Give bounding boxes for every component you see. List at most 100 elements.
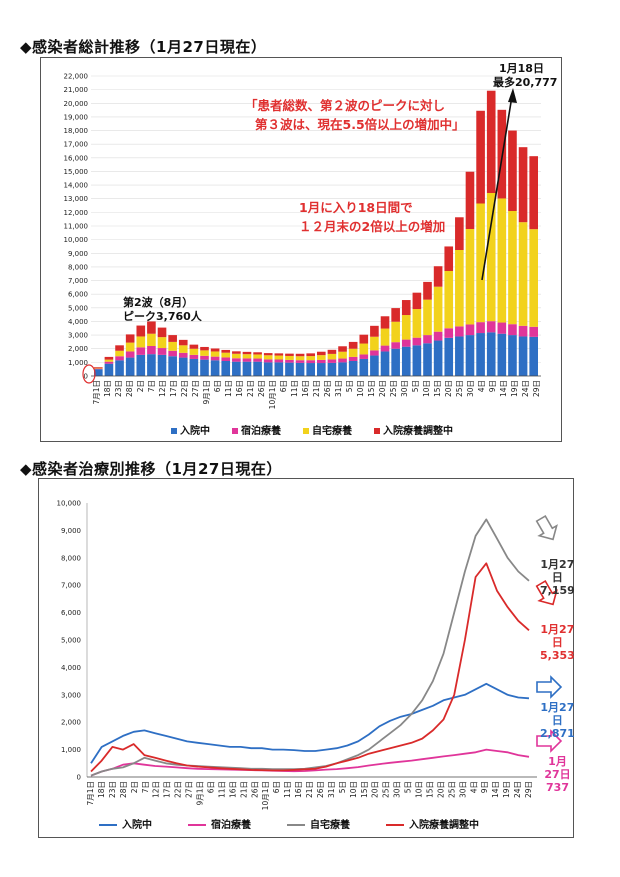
bar-home bbox=[401, 315, 411, 340]
bar-hosp bbox=[518, 336, 528, 376]
bar-hotel bbox=[370, 350, 379, 356]
bar-adjust bbox=[210, 348, 220, 352]
bar-hosp bbox=[401, 346, 411, 376]
x-tick-label: 25日 bbox=[389, 380, 398, 397]
chart1-panel: 0 1,000 2,000 3,000 4,000 5,000 6,000 7,000 8,00… bbox=[40, 57, 562, 442]
bar-home bbox=[391, 321, 400, 343]
bar-home bbox=[423, 299, 432, 336]
bar-hosp bbox=[168, 356, 177, 376]
y-tick-label: 15,000 bbox=[64, 168, 89, 176]
bar-adjust bbox=[359, 334, 369, 344]
bar-hosp bbox=[232, 361, 241, 376]
bar-hotel bbox=[486, 321, 496, 333]
x-tick-label: 22日 bbox=[174, 781, 183, 798]
bar-adjust bbox=[232, 351, 241, 354]
bar-home bbox=[189, 348, 199, 355]
bar-hotel bbox=[455, 326, 464, 337]
bar-home bbox=[274, 355, 284, 360]
bar-hotel bbox=[359, 354, 369, 359]
x-tick-label: 5日 bbox=[404, 781, 413, 793]
bar-hosp bbox=[455, 336, 464, 376]
x-tick-label: 9月1日 bbox=[196, 781, 205, 806]
arrow-adjust bbox=[535, 580, 558, 606]
bar-hotel bbox=[401, 339, 411, 347]
bar-hosp bbox=[508, 335, 517, 376]
bar-hotel bbox=[412, 337, 422, 346]
bar-home bbox=[178, 345, 188, 353]
legend-home: 自宅療養 bbox=[303, 422, 352, 437]
x-tick-label: 11日 bbox=[217, 781, 226, 798]
bar-home bbox=[200, 350, 209, 356]
bar-hotel bbox=[125, 351, 135, 358]
x-tick-label: 26日 bbox=[323, 380, 332, 397]
red-note-2-line2: １２月末の2倍以上の増加 bbox=[299, 219, 446, 234]
x-tick-label: 9月1日 bbox=[202, 380, 211, 405]
bar-hotel bbox=[465, 324, 475, 336]
x-tick-label: 30日 bbox=[466, 380, 475, 397]
bar-hotel bbox=[115, 356, 124, 361]
x-tick-label: 29日 bbox=[532, 380, 541, 397]
bar-home bbox=[210, 351, 220, 357]
y-tick-label: 0 bbox=[84, 373, 88, 381]
y-tick-label: 18,000 bbox=[64, 127, 89, 135]
bar-home bbox=[370, 336, 379, 351]
x-tick-label: 27日 bbox=[191, 380, 200, 397]
x-tick-label: 12日 bbox=[152, 781, 161, 798]
red-note-2-line1: 1月に入り18日間で bbox=[299, 200, 413, 215]
y-tick-label: 11,000 bbox=[64, 223, 89, 231]
end-label-hotel-value: 737 bbox=[546, 781, 569, 794]
bar-hotel bbox=[253, 358, 262, 362]
x-tick-label: 11日 bbox=[290, 380, 299, 397]
bar-hotel bbox=[338, 358, 347, 363]
bar-hosp bbox=[412, 345, 422, 376]
bar-hotel bbox=[348, 356, 358, 361]
bar-hotel bbox=[285, 359, 294, 363]
bar-adjust bbox=[455, 217, 464, 250]
bar-hosp bbox=[327, 362, 337, 376]
bar-hosp bbox=[317, 363, 326, 376]
red-note-1: 「患者総数、第２波のピークに対し 第３波は、現在5.5倍以上の増加中」 bbox=[245, 96, 465, 134]
legend-hotel: 宿泊療養 bbox=[232, 422, 281, 437]
x-tick-label: 2日 bbox=[130, 781, 139, 793]
end-label-hosp-value: 2,871 bbox=[540, 727, 575, 740]
x-tick-label: 26日 bbox=[257, 380, 266, 397]
bar-home bbox=[263, 355, 273, 360]
bar-home bbox=[359, 343, 369, 355]
bar-adjust bbox=[391, 308, 400, 322]
bar-hotel bbox=[200, 355, 209, 360]
bar-hosp bbox=[391, 348, 400, 376]
chart2-plot: 0 1,000 2,000 3,000 4,000 5,000 6,000 7,000 8,00… bbox=[57, 500, 563, 810]
bar-adjust bbox=[242, 351, 252, 355]
bar-home bbox=[104, 359, 114, 362]
bar-hotel bbox=[423, 335, 432, 344]
y-tick-label: 7,000 bbox=[61, 582, 81, 590]
bar-hotel bbox=[210, 356, 220, 361]
bar-adjust bbox=[476, 110, 485, 204]
bar-hosp bbox=[444, 337, 454, 376]
y-tick-label: 10,000 bbox=[57, 500, 82, 508]
arrow-home bbox=[535, 515, 558, 541]
end-label-hosp: 1月27日 2,871 bbox=[540, 701, 575, 740]
bar-home bbox=[115, 350, 124, 357]
x-tick-label: 26日 bbox=[316, 781, 325, 798]
bar-adjust bbox=[221, 349, 231, 353]
y-tick-label: 12,000 bbox=[64, 209, 89, 217]
x-tick-label: 21日 bbox=[305, 781, 314, 798]
bar-home bbox=[232, 353, 241, 359]
bar-hosp bbox=[157, 354, 167, 376]
bar-home bbox=[157, 337, 167, 349]
x-tick-label: 9日 bbox=[480, 781, 489, 793]
bar-hotel bbox=[94, 368, 103, 370]
bar-home bbox=[295, 356, 305, 361]
x-tick-label: 14日 bbox=[499, 380, 508, 397]
bar-hosp bbox=[136, 354, 146, 376]
x-tick-label: 20日 bbox=[378, 380, 387, 397]
x-tick-label: 31日 bbox=[327, 781, 336, 798]
bar-adjust bbox=[253, 352, 262, 355]
bar-home bbox=[147, 333, 156, 346]
chart2-heading: ◆感染者治療別推移（1月27日現在） bbox=[20, 460, 282, 478]
bar-home bbox=[348, 348, 358, 357]
bar-home bbox=[455, 250, 464, 327]
x-tick-label: 11日 bbox=[224, 380, 233, 397]
line-home bbox=[90, 518, 530, 777]
